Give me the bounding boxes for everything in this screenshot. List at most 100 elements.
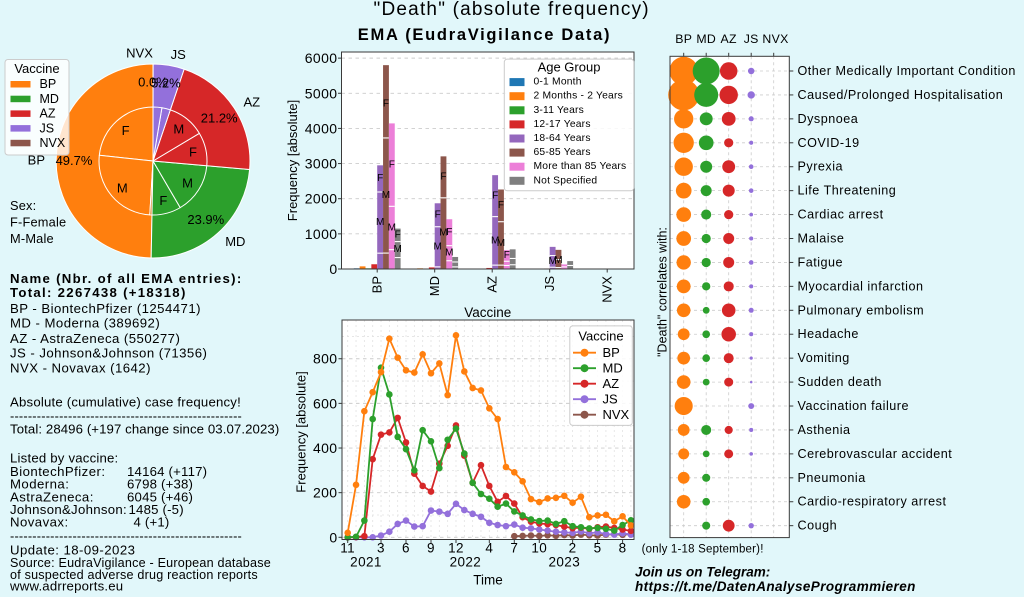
svg-text:EMA (EudraVigilance Data): EMA (EudraVigilance Data) xyxy=(358,26,611,44)
svg-text:of suspected adverse drug reac: of suspected adverse drug reaction repor… xyxy=(10,568,258,582)
svg-text:2 Months - 2 Years: 2 Months - 2 Years xyxy=(534,91,623,102)
svg-text:BP: BP xyxy=(603,345,620,360)
svg-text:F: F xyxy=(383,98,389,109)
svg-text:Pulmonary embolism: Pulmonary embolism xyxy=(798,303,925,317)
svg-text:BP: BP xyxy=(28,153,45,168)
svg-text:6798 (+38): 6798 (+38) xyxy=(127,477,193,492)
svg-text:18-64 Years: 18-64 Years xyxy=(534,133,591,144)
svg-text:12-17 Years: 12-17 Years xyxy=(534,119,591,130)
svg-text:Total: 28496 (+197 change sinc: Total: 28496 (+197 change since 03.07.20… xyxy=(10,422,279,437)
svg-text:M: M xyxy=(388,223,396,234)
svg-text:Life Threatening: Life Threatening xyxy=(798,184,897,198)
svg-text:Total: 2267438 (+18318): Total: 2267438 (+18318) xyxy=(10,285,187,300)
svg-text:1485 (-5): 1485 (-5) xyxy=(129,502,184,517)
svg-text:F: F xyxy=(122,123,130,138)
svg-text:Cardio-respiratory arrest: Cardio-respiratory arrest xyxy=(798,495,947,509)
svg-text:------------------------------: ----------------------------------------… xyxy=(10,409,242,424)
svg-text:F: F xyxy=(498,200,504,211)
svg-text:F: F xyxy=(389,159,395,170)
svg-text:0-1 Month: 0-1 Month xyxy=(534,77,582,88)
svg-text:3: 3 xyxy=(377,541,385,556)
svg-text:AZ: AZ xyxy=(244,95,261,110)
svg-text:JS: JS xyxy=(542,276,557,292)
svg-text:Other Medically Important Cond: Other Medically Important Condition xyxy=(798,64,1016,78)
svg-text:JS - Johnson&Johnson (71356): JS - Johnson&Johnson (71356) xyxy=(10,346,207,361)
svg-text:6000: 6000 xyxy=(305,50,338,66)
svg-text:Cerebrovascular accident: Cerebrovascular accident xyxy=(798,447,953,461)
svg-text:M: M xyxy=(173,122,184,137)
svg-text:Absolute (cumulative) case fre: Absolute (cumulative) case frequency! xyxy=(10,395,241,410)
svg-text:10: 10 xyxy=(531,541,547,556)
svg-text:Source: EudraVigilance - Europ: Source: EudraVigilance - European databa… xyxy=(10,556,271,570)
svg-text:3-11 Years: 3-11 Years xyxy=(534,105,584,116)
svg-text:Sex:: Sex: xyxy=(10,198,36,213)
svg-text:JS: JS xyxy=(744,32,759,46)
svg-text:9: 9 xyxy=(427,541,435,556)
svg-text:Moderna:: Moderna: xyxy=(10,477,69,492)
svg-text:M: M xyxy=(554,255,562,266)
svg-text:Join us on Telegram:: Join us on Telegram: xyxy=(635,565,770,580)
svg-text:4000: 4000 xyxy=(305,120,338,136)
svg-text:M: M xyxy=(382,190,390,201)
svg-text:MD - Moderna (389692): MD - Moderna (389692) xyxy=(10,316,160,331)
svg-text:8: 8 xyxy=(619,541,627,556)
svg-text:BP: BP xyxy=(370,276,385,293)
svg-text:49.7%: 49.7% xyxy=(56,153,93,168)
svg-text:Not Specified: Not Specified xyxy=(534,175,598,186)
svg-text:NVX: NVX xyxy=(600,276,615,303)
svg-text:M-Male: M-Male xyxy=(10,231,54,246)
svg-text:NVX: NVX xyxy=(603,407,630,422)
svg-text:F: F xyxy=(446,227,452,238)
svg-text:Dyspnoea: Dyspnoea xyxy=(798,112,859,126)
svg-text:Caused/Prolonged Hospitalisati: Caused/Prolonged Hospitalisation xyxy=(798,88,1004,102)
svg-text:M: M xyxy=(117,181,128,196)
svg-text:Malaise: Malaise xyxy=(798,232,845,246)
svg-text:Vomiting: Vomiting xyxy=(798,351,850,365)
svg-text:NVX: NVX xyxy=(40,136,66,150)
svg-text:Fatigue: Fatigue xyxy=(798,255,844,269)
svg-text:M: M xyxy=(439,228,447,239)
svg-text:14164 (+117): 14164 (+117) xyxy=(127,464,207,479)
svg-text:Novavax:: Novavax: xyxy=(10,514,69,529)
svg-text:F: F xyxy=(395,230,401,241)
svg-text:"Death" (absolute frequency): "Death" (absolute frequency) xyxy=(374,0,650,20)
svg-text:M: M xyxy=(445,248,453,259)
svg-text:F: F xyxy=(159,193,167,208)
svg-text:6: 6 xyxy=(402,541,410,556)
svg-text:NVX: NVX xyxy=(126,46,153,61)
svg-text:Listed by vaccine:: Listed by vaccine: xyxy=(10,451,118,466)
svg-text:F: F xyxy=(492,190,498,201)
svg-text:BP - BiontechPfizer (1254471): BP - BiontechPfizer (1254471) xyxy=(10,301,201,316)
svg-text:BiontechPfizer:: BiontechPfizer: xyxy=(10,464,105,479)
svg-text:M: M xyxy=(394,244,402,255)
svg-text:200: 200 xyxy=(313,485,338,501)
svg-text:Pneumonia: Pneumonia xyxy=(798,471,866,485)
svg-text:M: M xyxy=(491,235,499,246)
svg-text:1000: 1000 xyxy=(305,226,338,242)
svg-text:M: M xyxy=(376,217,384,228)
svg-text:21.2%: 21.2% xyxy=(201,110,238,125)
svg-text:Headache: Headache xyxy=(798,327,859,341)
svg-text:F: F xyxy=(435,210,441,221)
svg-text:AZ: AZ xyxy=(485,276,500,293)
svg-text:F: F xyxy=(504,250,510,261)
svg-text:JS: JS xyxy=(603,392,619,407)
svg-text:BP: BP xyxy=(675,32,692,46)
svg-text:JS: JS xyxy=(171,47,187,62)
svg-text:Frequency [absolute]: Frequency [absolute] xyxy=(294,371,309,492)
svg-text:Myocardial infarction: Myocardial infarction xyxy=(798,279,924,293)
svg-text:6045 (+46): 6045 (+46) xyxy=(127,490,193,505)
svg-text:------------------------------: ----------------------------------------… xyxy=(10,529,242,544)
svg-text:0.0%: 0.0% xyxy=(138,75,168,90)
svg-text:2000: 2000 xyxy=(305,191,338,207)
svg-text:(only 1-18 September)!: (only 1-18 September)! xyxy=(642,544,764,556)
svg-text:Sudden death: Sudden death xyxy=(798,375,882,389)
svg-text:AstraZeneca:: AstraZeneca: xyxy=(10,490,94,505)
svg-text:F: F xyxy=(377,173,383,184)
svg-text:2: 2 xyxy=(569,541,577,556)
svg-text:65-85 Years: 65-85 Years xyxy=(534,147,591,158)
svg-text:400: 400 xyxy=(313,440,338,456)
svg-text:F: F xyxy=(440,172,446,183)
svg-text:www.adrreports.eu: www.adrreports.eu xyxy=(9,579,123,594)
svg-text:AZ: AZ xyxy=(40,107,56,121)
